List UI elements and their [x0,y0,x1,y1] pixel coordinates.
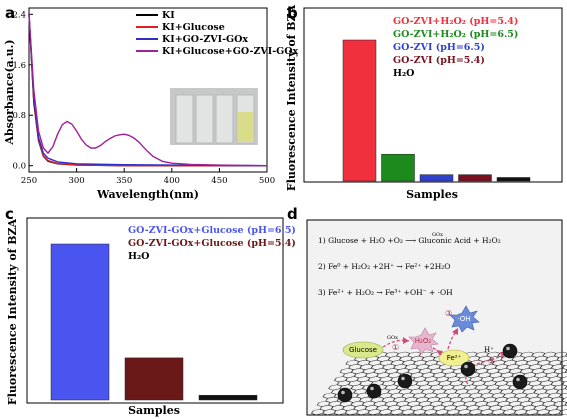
scheme-equation-2: 2) Fe⁰ + H₂O₂ +2H⁺ → Fe²⁺ +2H₂O [318,262,450,271]
zvi-particle [460,361,476,377]
y-tick-label: 0.0 [12,162,26,172]
bar-1 [381,153,415,182]
fe2-node: Fe²⁺ [438,349,470,367]
step-1-marker: ① [392,343,399,352]
bar-1 [124,357,184,401]
panel-b-legend: GO-ZVI+H₂O₂ (pH=5.4) GO-ZVI+H₂O₂ (pH=6.5)… [393,16,518,79]
scheme-equation-1: 1) Glucose + H₂O +O₂ ⟶ Gluconic Acid + H… [318,236,501,245]
fe2-label: Fe²⁺ [447,354,462,362]
panel-c-letter: c [5,205,14,223]
panel-c-legend: GO-ZVI-GOx+Glucose (pH=6.5) GO-ZVI-GOx+Gl… [128,225,296,262]
zvi-particle [512,374,528,390]
bar-0 [342,39,377,182]
bar-4 [496,177,531,182]
x-tick-label: 400 [164,176,180,186]
graphene-sheet [310,351,567,415]
panel-a-letter: a [5,4,15,22]
gox-arrow-label: GOx [387,335,398,341]
legend-label: GO-ZVI+H₂O₂ (pH=5.4) [393,16,518,27]
panel-a-x-ticks: 250 300 350 400 450 500 [21,168,275,186]
x-tick-label: 500 [259,176,275,186]
legend-label: KI+GO-ZVI-GOx [162,34,248,45]
x-tick-label: 250 [21,176,37,186]
zvi-particle [397,373,413,389]
legend-label: KI+Glucose+GO-ZVI-GOx [162,46,299,57]
bar-0 [50,243,110,401]
panel-b-letter: b [287,4,298,22]
panel-d-scheme: d 1) Glucose + H₂O +O₂ ⟶ Gluconic Acid +… [287,205,567,416]
h-plus-label: H⁺ [484,346,494,354]
scheme-equation-3: 3) Fe²⁺ + H₂O₂ → Fe³⁺ +OH⁻ + ·OH [318,288,453,297]
bar-2 [419,174,454,182]
zvi-particles [337,343,528,403]
legend-label: KI [162,10,175,21]
panel-a-y-axis-title: Absorbance(a.u.) [3,39,16,145]
panel-a-x-axis-title: Wavelength(nm) [96,188,199,201]
y-tick-label: 2.4 [12,10,26,20]
panel-b-y-axis-title: Fluorescence Intensity of BZA [285,4,298,191]
panel-c-y-axis-title: Fluorescence Intensity of BZA [6,218,19,405]
hydroxyl-radical-node: ·OH [449,305,480,333]
series-line-3 [28,14,268,167]
panel-a-absorbance-chart: a 0.0 0.8 1.6 2.4 250 300 350 400 450 500 Absorb… [3,4,299,201]
panel-c-bar-chart: c GO-ZVI-GOx+Glucose (pH=6.5)GO-ZVI-GOx+… [5,205,296,417]
step-2-marker: ② [488,357,495,366]
y-tick-label: 0.8 [12,111,26,121]
oh-radical-label: ·OH [458,315,471,323]
zvi-particle [337,387,353,403]
panel-c-bars [50,243,258,401]
zvi-particle-highlight [516,377,520,382]
legend-label: KI+Glucose [162,22,225,33]
panel-b-bars [342,39,531,182]
glucose-label: Glucose [349,346,377,354]
x-tick-label: 450 [211,176,227,186]
panel-a-series-lines [28,14,268,167]
graphene-lattice [310,351,567,415]
zvi-particle-highlight [370,386,374,391]
panel-c-x-axis-title: Samples [128,404,180,417]
zvi-particle [366,383,382,399]
legend-label: H₂O [128,251,149,262]
zvi-particle-highlight [506,346,510,351]
h2o2-label: H₂O₂ [415,337,432,345]
scheme-equation-1-catalyst: GOx [432,232,443,238]
x-tick-label: 300 [68,176,84,186]
panel-b-bar-chart: b GO-ZVI+H₂O₂ (pH=5.4) GO-ZVI+H₂O₂ (pH=6.… [285,4,563,201]
panel-a-legend: KIKI+GlucoseKI+GO-ZVI-GOxKI+Glucose+GO-Z… [136,10,299,57]
panel-b-x-axis-title: Samples [406,188,458,201]
legend-label: GO-ZVI-GOx+Glucose (pH=5.4) [128,238,296,249]
bar-2 [198,395,258,401]
bar-3 [458,174,492,182]
legend-label: GO-ZVI+H₂O₂ (pH=6.5) [393,29,518,40]
step-3-marker: ③ [445,309,452,318]
y-tick-label: 1.6 [12,61,26,71]
legend-label: GO-ZVI (pH=5.4) [393,55,485,66]
zvi-particle-highlight [464,364,468,369]
zvi-particle-highlight [401,376,405,381]
legend-label: GO-ZVI (pH=6.5) [393,42,485,53]
cuvette-inset-photo [170,88,258,145]
legend-label: GO-ZVI-GOx+Glucose (pH=6.5) [128,225,296,236]
zvi-particle-highlight [341,390,345,395]
series-line-2 [28,14,268,167]
x-tick-label: 350 [116,176,132,186]
legend-label: H₂O [393,68,414,79]
glucose-node: Glucose [342,341,384,359]
panel-d-letter: d [287,205,298,223]
zvi-particle [502,343,518,359]
h2o2-node: H₂O₂ [408,327,439,355]
